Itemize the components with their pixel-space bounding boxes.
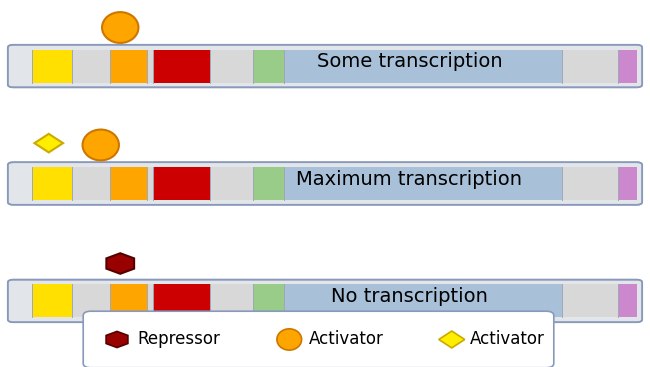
FancyBboxPatch shape xyxy=(8,162,642,205)
Bar xyxy=(147,284,153,317)
Bar xyxy=(110,167,147,200)
Bar xyxy=(147,50,153,83)
Bar xyxy=(285,50,562,83)
Bar xyxy=(562,167,618,200)
Bar xyxy=(618,284,637,317)
Bar xyxy=(618,50,637,83)
Bar xyxy=(153,284,209,317)
Bar xyxy=(254,284,285,317)
Bar xyxy=(618,167,637,200)
Bar xyxy=(209,284,254,317)
Text: Repressor: Repressor xyxy=(138,330,221,349)
Text: No transcription: No transcription xyxy=(331,287,488,306)
Ellipse shape xyxy=(277,329,302,350)
Bar xyxy=(254,50,285,83)
Text: Some transcription: Some transcription xyxy=(317,52,502,71)
Bar xyxy=(32,50,72,83)
FancyBboxPatch shape xyxy=(83,311,554,367)
Bar xyxy=(285,284,562,317)
Polygon shape xyxy=(107,253,134,274)
Bar xyxy=(72,167,110,200)
Bar xyxy=(72,284,110,317)
FancyBboxPatch shape xyxy=(8,280,642,322)
Bar xyxy=(153,50,209,83)
Ellipse shape xyxy=(102,12,138,43)
Text: Maximum transcription: Maximum transcription xyxy=(296,170,523,189)
Bar xyxy=(147,167,153,200)
Bar xyxy=(209,50,254,83)
Bar xyxy=(110,50,147,83)
Ellipse shape xyxy=(83,130,119,160)
Bar xyxy=(209,167,254,200)
Bar xyxy=(285,167,562,200)
Polygon shape xyxy=(34,134,63,152)
Bar xyxy=(72,50,110,83)
Bar xyxy=(562,284,618,317)
Bar xyxy=(110,284,147,317)
Text: Activator: Activator xyxy=(309,330,384,349)
Bar xyxy=(562,50,618,83)
Polygon shape xyxy=(439,331,465,348)
Bar xyxy=(254,167,285,200)
Bar xyxy=(153,167,209,200)
Bar xyxy=(32,167,72,200)
FancyBboxPatch shape xyxy=(8,45,642,87)
Text: Activator: Activator xyxy=(470,330,545,349)
Polygon shape xyxy=(106,331,128,348)
Bar xyxy=(32,284,72,317)
